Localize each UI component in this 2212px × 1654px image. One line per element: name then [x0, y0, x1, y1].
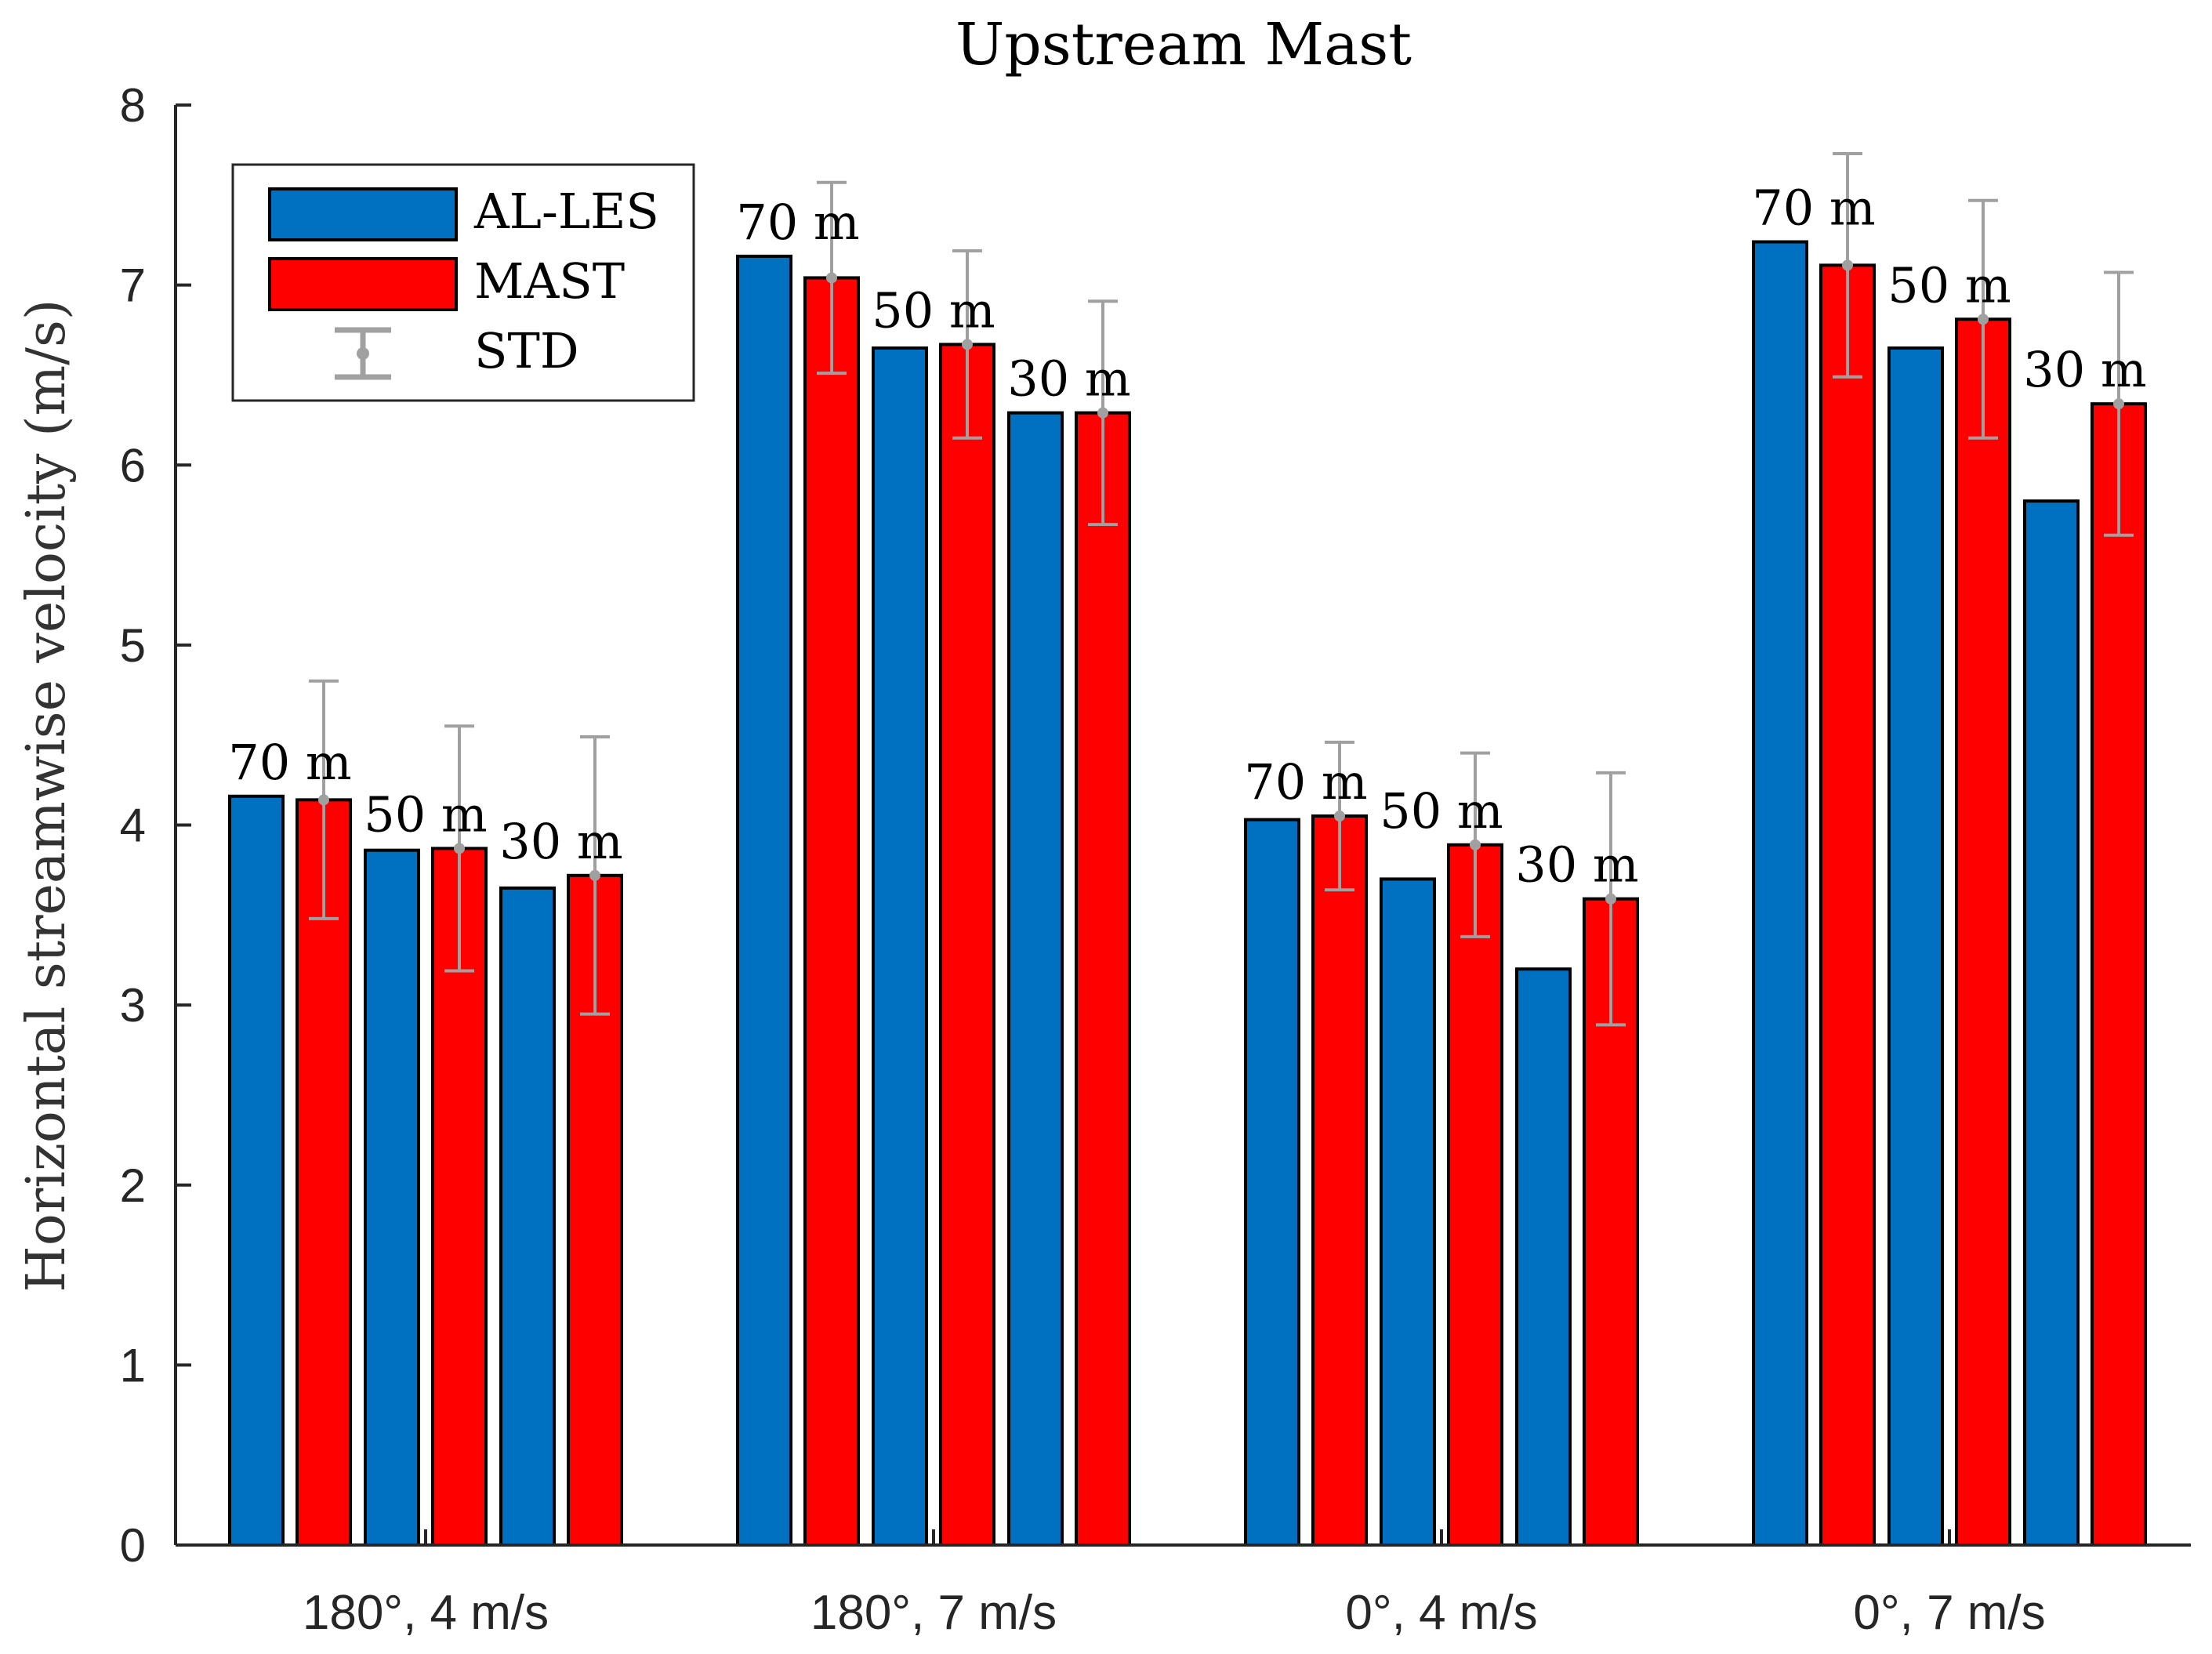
- chart-title: Upstream Mast: [956, 11, 1412, 78]
- error-bar-std: [2104, 270, 2134, 537]
- height-label: 50 m: [1380, 782, 1503, 840]
- y-tick-label: 0: [120, 1519, 146, 1572]
- height-label: 30 m: [499, 813, 622, 870]
- bar-al-les: [872, 346, 928, 1547]
- error-bar-std: [309, 679, 339, 920]
- height-label: 70 m: [1752, 180, 1875, 237]
- bar-mast: [2091, 402, 2147, 1547]
- height-labels: 70 m50 m 30 m70 m50 m30 m70 m50 m30 m70 m…: [228, 180, 2146, 894]
- error-bar-std: [1088, 299, 1118, 527]
- y-tick-label: 4: [120, 800, 146, 852]
- legend-label-al-les: AL-LES: [473, 183, 659, 240]
- y-tick-label: 1: [120, 1339, 146, 1391]
- bar-al-les: [1007, 411, 1064, 1547]
- bar-al-les: [736, 254, 792, 1547]
- height-label: 70 m: [736, 194, 859, 251]
- error-bar-std: [817, 180, 847, 375]
- height-label: 30 m: [1515, 836, 1638, 894]
- bars-layer: [228, 240, 2147, 1547]
- bar-mast: [803, 276, 860, 1547]
- y-tick-label: 2: [120, 1159, 146, 1212]
- y-tick-label: 6: [120, 439, 146, 491]
- error-bar-std: [444, 724, 474, 973]
- y-ticks: 0 1 2 3 4 5 6 7 8: [120, 79, 191, 1572]
- height-label: 50 m: [1887, 256, 2011, 314]
- height-label: 50 m: [872, 281, 995, 339]
- bar-al-les: [1244, 818, 1300, 1547]
- bar-al-les: [1515, 967, 1572, 1547]
- legend-label-mast: MAST: [474, 252, 625, 310]
- bar-mast: [1075, 411, 1131, 1547]
- bar-mast: [939, 343, 995, 1547]
- error-bar-std: [580, 735, 610, 1016]
- bar-mast: [296, 798, 352, 1547]
- error-bar-std: [1596, 771, 1626, 1027]
- bar-al-les: [499, 886, 556, 1547]
- legend-swatch-al-les: [268, 187, 458, 241]
- error-bars: [309, 151, 2134, 1027]
- bar-al-les: [1887, 346, 1944, 1547]
- x-tick-label: 0°, 4 m/s: [1345, 1586, 1537, 1640]
- bar-mast: [1955, 317, 2011, 1547]
- error-bar-std: [952, 248, 982, 440]
- error-bar-std: [1968, 198, 1998, 440]
- bar-mast: [1583, 897, 1639, 1547]
- x-tick-label: 0°, 7 m/s: [1853, 1586, 2045, 1640]
- height-label: 50 m: [364, 785, 487, 843]
- x-tick-label: 180°, 7 m/s: [810, 1586, 1057, 1640]
- height-label: 30 m: [1007, 350, 1130, 408]
- bar-mast: [1447, 843, 1503, 1547]
- y-tick-label: 5: [120, 619, 146, 672]
- bar-al-les: [228, 794, 285, 1547]
- error-bar-std: [1460, 751, 1490, 938]
- height-label: 30 m: [2023, 341, 2146, 398]
- legend: AL-LES MAST STD: [231, 163, 695, 402]
- height-label: 70 m: [1244, 753, 1367, 811]
- bar-al-les: [2023, 499, 2080, 1547]
- error-bar-std: [1325, 740, 1354, 892]
- legend-std-icon: [335, 327, 391, 380]
- y-tick-label: 3: [120, 979, 146, 1032]
- y-tick-label: 7: [120, 259, 146, 312]
- bar-mast: [1819, 263, 1876, 1547]
- legend-label-std: STD: [474, 322, 579, 379]
- error-bar-std: [1833, 151, 1862, 379]
- y-tick-label: 8: [120, 79, 146, 132]
- bar-al-les: [1380, 877, 1436, 1547]
- height-label: 70 m: [228, 734, 351, 791]
- bar-al-les: [364, 848, 420, 1547]
- x-tick-label: 180°, 4 m/s: [303, 1586, 549, 1640]
- y-axis-label: Horizontal streamwise velocity (m/s): [16, 299, 78, 1293]
- bar-mast: [1311, 814, 1368, 1547]
- legend-swatch-mast: [268, 257, 458, 311]
- x-ticks: 180°, 4 m/s 180°, 7 m/s 0°, 4 m/s 0°, 7 m/s: [303, 1529, 2046, 1640]
- bar-al-les: [1752, 240, 1808, 1547]
